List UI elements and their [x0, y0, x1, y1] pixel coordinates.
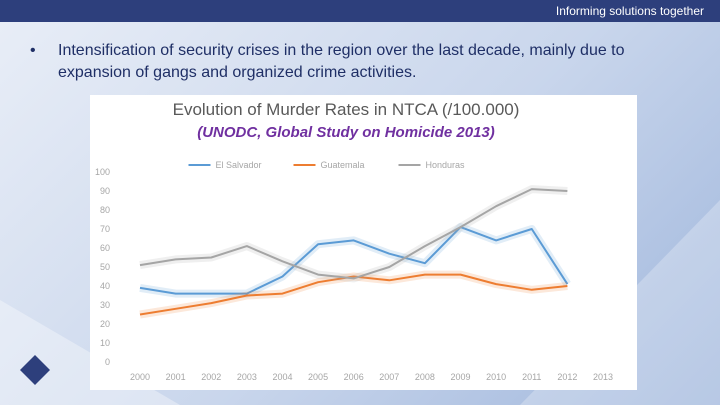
series-line — [139, 226, 569, 295]
x-tick-label: 2000 — [130, 372, 150, 382]
legend-label: Guatemala — [321, 160, 365, 170]
chart-subtitle: (UNODC, Global Study on Homicide 2013) — [197, 124, 495, 141]
y-tick-label: 90 — [100, 186, 110, 196]
x-tick-label: 2005 — [308, 372, 328, 382]
x-tick-label: 2010 — [486, 372, 506, 382]
x-tick-label: 2002 — [201, 372, 221, 382]
chart-title: Evolution of Murder Rates in NTCA (/100.… — [173, 100, 520, 119]
y-tick-label: 0 — [105, 357, 110, 367]
x-tick-label: 2006 — [344, 372, 364, 382]
x-tick-label: 2013 — [593, 372, 613, 382]
x-tick-label: 2012 — [557, 372, 577, 382]
y-tick-label: 60 — [100, 243, 110, 253]
x-tick-label: 2003 — [237, 372, 257, 382]
chart: Evolution of Murder Rates in NTCA (/100.… — [95, 100, 613, 382]
y-tick-label: 40 — [100, 281, 110, 291]
bullet-dot: • — [30, 42, 36, 59]
y-tick-label: 30 — [100, 300, 110, 310]
x-tick-label: 2004 — [272, 372, 292, 382]
series-line — [139, 273, 568, 316]
bullet-text: Intensification of security crises in th… — [58, 42, 625, 81]
tagline: Informing solutions together — [555, 4, 704, 18]
x-tick-label: 2008 — [415, 372, 435, 382]
y-tick-label: 80 — [100, 205, 110, 215]
y-tick-label: 10 — [100, 338, 110, 348]
legend-label: Honduras — [426, 160, 466, 170]
y-tick-label: 70 — [100, 224, 110, 234]
logo — [20, 355, 50, 385]
bullet-point: • Intensification of security crises in … — [30, 40, 680, 84]
chart-box: Evolution of Murder Rates in NTCA (/100.… — [90, 95, 637, 390]
legend-label: El Salvador — [216, 160, 262, 170]
x-tick-label: 2009 — [451, 372, 471, 382]
x-tick-label: 2001 — [166, 372, 186, 382]
x-tick-label: 2007 — [379, 372, 399, 382]
y-tick-label: 20 — [100, 319, 110, 329]
y-tick-label: 50 — [100, 262, 110, 272]
x-tick-label: 2011 — [522, 372, 541, 382]
series-line — [139, 188, 568, 280]
top-bar: Informing solutions together — [0, 0, 720, 22]
y-tick-label: 100 — [95, 167, 110, 177]
